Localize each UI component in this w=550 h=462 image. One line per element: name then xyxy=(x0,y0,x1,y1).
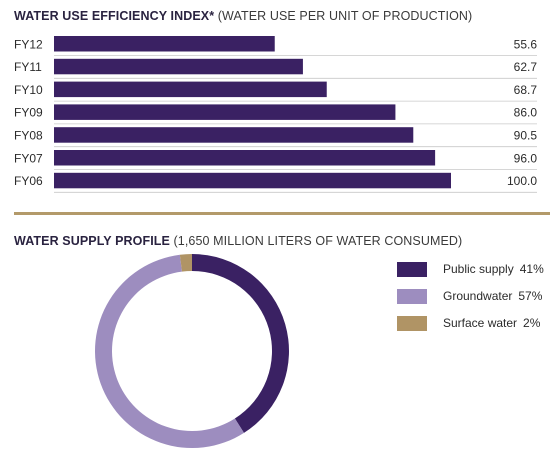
bar xyxy=(54,104,396,120)
legend-category: Public supply xyxy=(443,262,514,276)
pie-chart-title: WATER SUPPLY PROFILE (1,650 MILLION LITE… xyxy=(14,234,462,248)
bar-category-label: FY08 xyxy=(14,128,43,142)
legend-value: 2% xyxy=(523,316,541,330)
bar-value-label: 62.7 xyxy=(514,60,538,74)
pie-chart-title-bold: WATER SUPPLY PROFILE xyxy=(14,234,170,248)
bar-category-label: FY07 xyxy=(14,151,43,165)
bar xyxy=(54,58,303,75)
legend-swatch xyxy=(397,262,427,277)
bar-chart-title-bold: WATER USE EFFICIENCY INDEX* xyxy=(14,9,215,23)
water-supply-donut-chart xyxy=(95,254,289,448)
donut-slice xyxy=(95,254,244,448)
bar xyxy=(54,81,327,98)
bar-category-label: FY06 xyxy=(14,174,43,188)
bar-value-label: 55.6 xyxy=(514,37,538,51)
legend-value: 57% xyxy=(518,289,543,303)
bar-chart-title-rest: (WATER USE PER UNIT OF PRODUCTION) xyxy=(214,9,473,23)
pie-chart-title-rest: (1,650 MILLION LITERS OF WATER CONSUMED) xyxy=(169,234,463,248)
bar-value-label: 96.0 xyxy=(514,151,538,165)
section-divider xyxy=(14,212,550,215)
bar-chart-title: WATER USE EFFICIENCY INDEX* (WATER USE P… xyxy=(14,9,472,23)
bar-value-label: 86.0 xyxy=(514,106,538,120)
bar-value-label: 100.0 xyxy=(507,174,537,188)
legend-value: 41% xyxy=(519,262,544,276)
bar-category-label: FY10 xyxy=(14,83,43,97)
legend-label: Public supply 41% xyxy=(443,262,544,276)
bar-category-label: FY11 xyxy=(14,60,42,74)
bar-category-label: FY09 xyxy=(14,106,43,120)
bar xyxy=(54,172,451,189)
legend-category: Groundwater xyxy=(443,289,513,303)
donut-slice xyxy=(179,254,192,272)
legend-swatch xyxy=(397,316,427,331)
donut-slice xyxy=(192,254,289,433)
bar-category-label: FY12 xyxy=(14,37,43,51)
legend-label: Groundwater 57% xyxy=(443,289,542,303)
bar-value-label: 90.5 xyxy=(514,128,538,142)
bar xyxy=(54,127,414,143)
legend-swatch xyxy=(397,289,427,304)
bar-value-label: 68.7 xyxy=(514,83,538,97)
bar xyxy=(54,36,275,52)
legend-category: Surface water xyxy=(443,316,518,330)
legend-label: Surface water 2% xyxy=(443,316,540,330)
water-efficiency-bar-chart: FY12 55.6 FY11 62.7 FY10 68.7 FY09 86.0 FY08 90.5… xyxy=(14,36,538,193)
bar xyxy=(54,150,436,166)
